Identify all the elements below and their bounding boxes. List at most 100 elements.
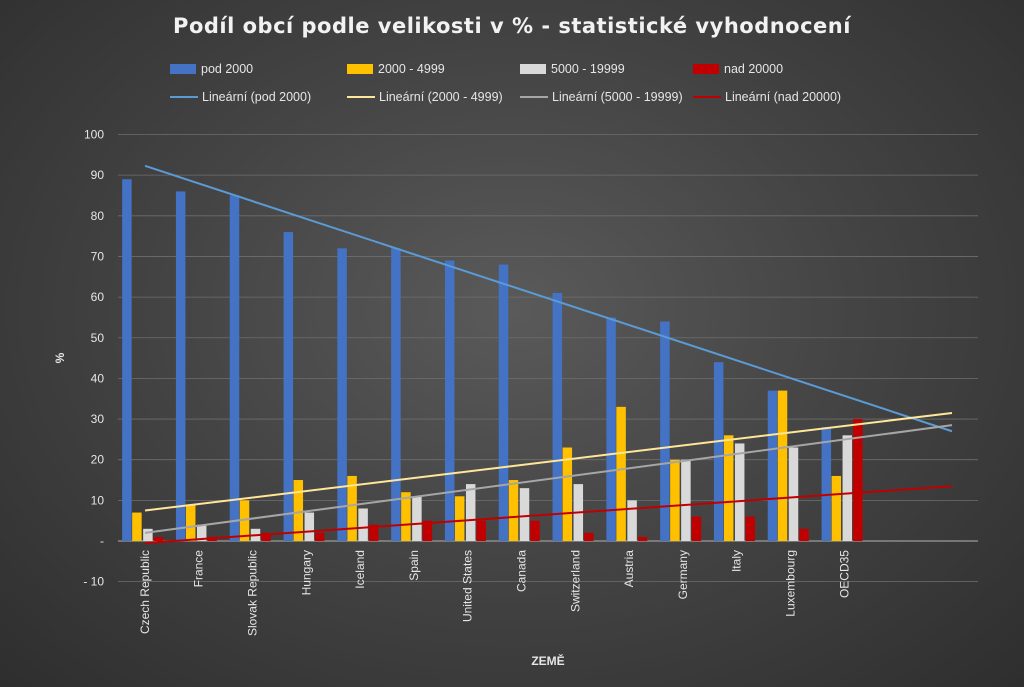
bar [304,512,315,541]
x-tick-label: Czech Republic [138,550,152,634]
bar [229,195,240,541]
legend-swatch [170,64,196,74]
x-tick-label: Luxembourg [784,550,798,617]
bar [713,362,724,541]
x-tick-label: Slovak Republic [246,550,260,636]
legend-label: nad 20000 [724,62,783,76]
bar [691,516,702,541]
legend-swatch [347,64,373,74]
bar [831,475,842,541]
bar [368,524,379,541]
legend-label: Lineární (5000 - 19999) [552,90,683,104]
bar [153,536,164,541]
bar [132,512,142,541]
bar [627,500,637,541]
x-axis-title: ZEMĚ [531,653,564,668]
x-tick-label: Spain [407,550,421,581]
bar [315,532,325,541]
bar [391,248,401,541]
bar [734,443,745,541]
legend-swatch [693,64,719,74]
bar [853,419,863,541]
bar [508,480,519,541]
bar [358,508,368,541]
y-tick-label: 90 [91,168,105,182]
y-tick-label: 60 [91,290,105,304]
x-tick-label: Germany [676,550,690,599]
bar [660,321,670,541]
bar [122,179,132,541]
trendline [144,164,953,433]
y-axis-title: % [53,352,67,363]
bar [606,317,616,541]
bar [422,520,433,541]
legend-label: pod 2000 [201,62,253,76]
bar [723,435,734,541]
legend-label: 5000 - 19999 [551,62,625,76]
bar [552,293,563,541]
bar [143,528,153,541]
y-tick-label: 50 [91,331,105,345]
x-tick-label: OECD35 [837,550,851,598]
bar [777,390,788,541]
bar [498,264,509,541]
bar [412,496,422,541]
y-tick-label: 100 [84,128,104,142]
bar [767,390,778,541]
bar [745,516,755,541]
bar [519,488,530,541]
y-tick-label: 30 [91,412,105,426]
bar [175,191,186,541]
x-tick-label: Canada [515,550,529,592]
bar [239,500,250,541]
bar [670,459,680,541]
bar [454,496,465,541]
bar [562,447,573,541]
legend-label: Lineární (nad 20000) [725,90,841,104]
y-tick-label: 70 [91,249,105,263]
x-tick-label: Hungary [299,550,313,595]
trendline [144,424,953,534]
trendline [144,485,953,545]
bar [637,536,648,541]
x-tick-label: Switzerland [568,550,582,612]
bar [347,475,357,541]
bar [261,532,271,541]
bar [799,528,809,541]
bar [401,492,411,541]
chart-title: Podíl obcí podle velikosti v % - statist… [173,14,851,38]
y-tick-label: 20 [91,453,105,467]
bar [196,524,207,541]
bar [444,260,455,541]
legend-label: Lineární (pod 2000) [202,90,311,104]
y-tick-label: 40 [91,371,105,385]
bar [530,520,540,541]
y-tick-label: - [100,534,104,548]
x-tick-label: Austria [622,550,636,588]
x-tick-label: Iceland [353,550,367,589]
x-tick-label: France [192,550,206,588]
bar [476,520,486,541]
bar [821,427,832,541]
y-tick-label: - 10 [83,575,104,589]
trendline [144,411,953,512]
x-tick-label: Italy [730,550,744,572]
bar [465,484,476,541]
bar [616,406,626,541]
bar [788,447,799,541]
bar [283,232,294,541]
x-tick-label: United States [461,550,475,622]
legend-swatch [520,64,546,74]
y-tick-label: 10 [91,493,105,507]
bar [337,248,347,541]
bar [584,532,594,541]
bar [185,504,196,541]
bar [681,459,691,541]
y-tick-label: 80 [91,209,105,223]
bar [293,480,304,541]
legend-label: 2000 - 4999 [378,62,445,76]
bar [842,435,853,541]
legend-label: Lineární (2000 - 4999) [379,90,503,104]
